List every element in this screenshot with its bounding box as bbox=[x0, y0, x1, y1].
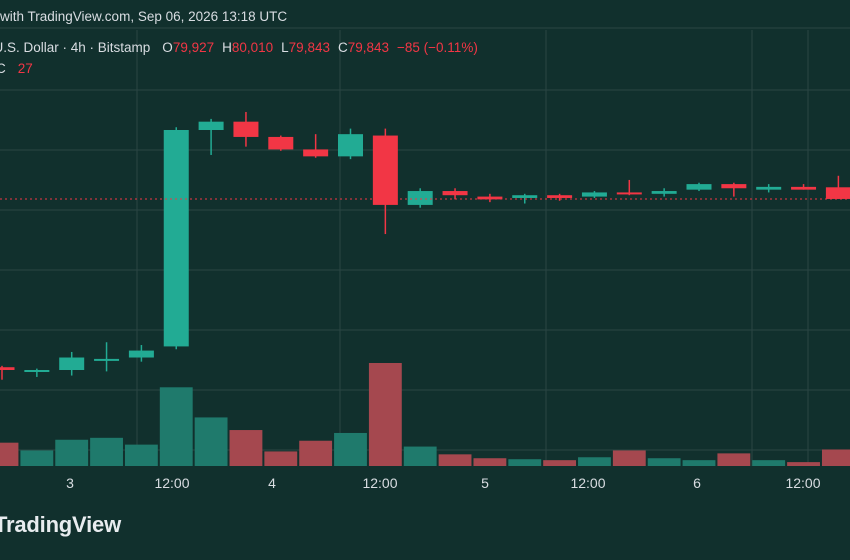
open-value: 79,927 bbox=[172, 40, 215, 55]
volume-bar bbox=[159, 387, 193, 466]
open-label: O bbox=[162, 40, 173, 55]
attribution: with TradingView.com, Sep 06, 2026 13:18… bbox=[0, 9, 288, 24]
candle-body bbox=[128, 350, 154, 358]
volume-bar bbox=[717, 453, 751, 466]
candle-body bbox=[338, 134, 363, 157]
close-value: 79,843 bbox=[347, 40, 390, 55]
x-tick-label: 5 bbox=[481, 475, 489, 491]
attribution-text: with TradingView.com, Sep 06, 2026 13:18… bbox=[0, 9, 287, 24]
candle-body bbox=[721, 184, 747, 189]
volume-bar bbox=[682, 460, 716, 466]
x-tick-label: 12:00 bbox=[154, 475, 189, 491]
candle-body bbox=[94, 358, 120, 361]
ohlc-legend: / U.S. Dollar · 4h · Bitstamp O79,927 H80,… bbox=[0, 40, 478, 55]
volume-bar bbox=[612, 450, 646, 466]
candle-body bbox=[198, 121, 224, 130]
x-tick-label: 6 bbox=[693, 475, 701, 491]
high-label: H bbox=[222, 40, 232, 55]
candle-body bbox=[163, 130, 189, 347]
volume-bar bbox=[508, 459, 542, 466]
volume-bar bbox=[647, 458, 681, 466]
price-change: −85 (−0.11%) bbox=[397, 40, 478, 55]
volume-legend: C 27 bbox=[0, 61, 33, 76]
volume-bar bbox=[368, 363, 402, 466]
candle-body bbox=[233, 121, 259, 137]
candle-body bbox=[512, 195, 538, 198]
x-tick-label: 12:00 bbox=[570, 475, 605, 491]
candle-body bbox=[407, 191, 433, 205]
volume-bar bbox=[543, 460, 577, 466]
x-axis: 3 12:00 4 12:00 5 12:00 6 12:00 bbox=[66, 475, 821, 491]
volume-bar bbox=[473, 458, 507, 466]
low-label: L bbox=[281, 40, 289, 55]
tradingview-logo: TradingView bbox=[0, 512, 121, 537]
volume-bar bbox=[438, 454, 472, 466]
high-value: 80,010 bbox=[231, 40, 274, 55]
candle-body bbox=[651, 191, 677, 194]
x-tick-label: 12:00 bbox=[362, 475, 397, 491]
candle-body bbox=[59, 357, 85, 370]
volume-bars bbox=[0, 363, 850, 466]
volume-bar bbox=[20, 450, 54, 466]
candle-body bbox=[547, 195, 573, 198]
volume-bar bbox=[403, 446, 437, 466]
volume-bar bbox=[55, 439, 89, 466]
candle-body bbox=[24, 370, 50, 372]
volume-bar bbox=[124, 444, 158, 466]
close-label: C bbox=[337, 40, 348, 55]
volume-value: 27 bbox=[17, 61, 33, 76]
candle-body bbox=[372, 135, 398, 205]
candles bbox=[0, 111, 850, 380]
x-tick-label: 3 bbox=[66, 475, 74, 491]
volume-label: C bbox=[0, 61, 6, 76]
candle-body bbox=[791, 186, 817, 190]
candle-body bbox=[477, 196, 503, 200]
volume-bar bbox=[90, 437, 123, 466]
x-tick-label: 12:00 bbox=[785, 475, 820, 491]
grid-lines bbox=[0, 27, 850, 466]
volume-bar bbox=[787, 462, 820, 466]
volume-bar bbox=[0, 442, 19, 466]
candle-body bbox=[268, 136, 294, 150]
volume-bar bbox=[752, 460, 786, 466]
candle-body bbox=[303, 149, 329, 157]
candle-body bbox=[756, 186, 782, 190]
candle-body bbox=[616, 192, 642, 195]
volume-bar bbox=[821, 449, 850, 466]
symbol-description[interactable]: / U.S. Dollar · 4h · Bitstamp bbox=[0, 40, 151, 55]
candle-body bbox=[581, 192, 607, 197]
volume-bar bbox=[299, 440, 333, 466]
candle-body bbox=[686, 184, 712, 190]
volume-bar bbox=[264, 451, 298, 466]
volume-bar bbox=[334, 432, 367, 466]
candle-body bbox=[825, 187, 850, 199]
x-tick-label: 4 bbox=[268, 475, 276, 491]
candle-body bbox=[442, 191, 468, 196]
volume-bar bbox=[578, 457, 611, 466]
volume-bar bbox=[229, 430, 263, 466]
low-value: 79,843 bbox=[288, 40, 330, 55]
volume-bar bbox=[194, 417, 228, 466]
candle-body bbox=[0, 367, 15, 370]
